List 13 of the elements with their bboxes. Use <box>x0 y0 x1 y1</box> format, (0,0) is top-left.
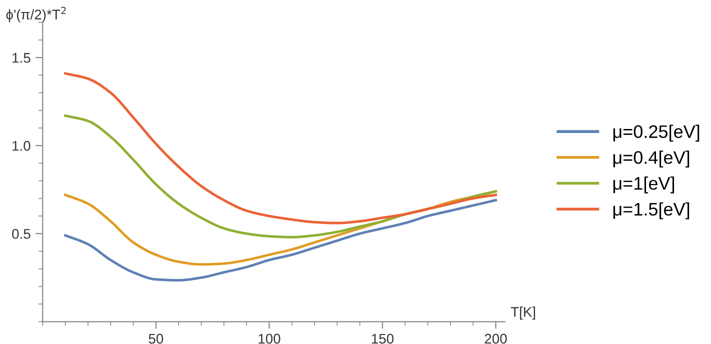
x-tick-label: 50 <box>148 334 164 344</box>
legend-label: μ=1[eV] <box>613 176 674 194</box>
y-tick-label: 0.5 <box>12 228 30 239</box>
y-tick-label: 1.5 <box>12 53 30 63</box>
x-tick-label: 150 <box>372 334 394 344</box>
x-axis-title: T[K] <box>510 306 536 320</box>
y-axis-title: ϕ'(π/2)*T$^{2}$ <box>6 6 66 22</box>
legend-label: μ=0.4[eV] <box>613 150 690 168</box>
legend-label: μ=1.5[eV] <box>613 202 690 220</box>
x-tick-label: 200 <box>484 334 507 344</box>
y-tick-label: 1.0 <box>12 140 30 151</box>
x-tick-label: 100 <box>258 334 280 344</box>
legend-label: μ=0.25[eV] <box>613 124 700 142</box>
